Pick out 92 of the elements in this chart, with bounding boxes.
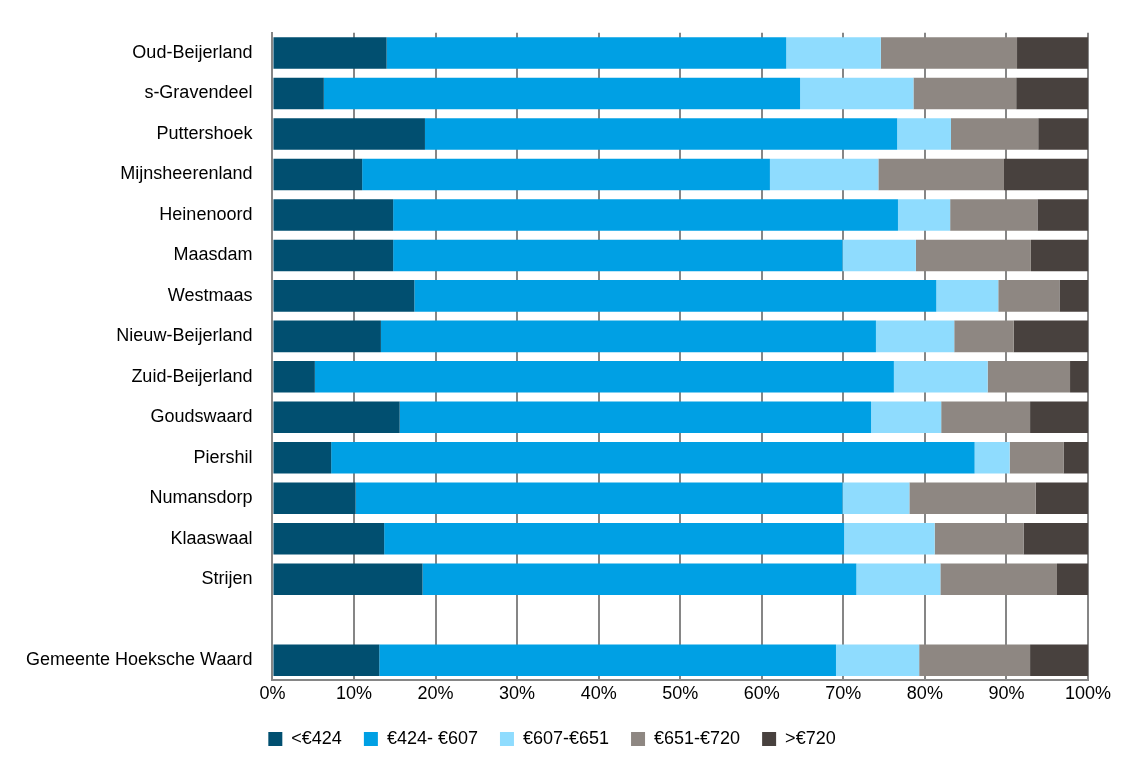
bar <box>273 563 423 595</box>
bar <box>273 239 394 272</box>
y-tick-label: Westmaas <box>167 284 253 305</box>
bar <box>386 37 787 69</box>
bar <box>273 118 425 150</box>
bar <box>273 361 315 393</box>
bar <box>424 118 898 150</box>
y-tick-label: Heinenoord <box>159 203 253 224</box>
legend-label: €424- €607 <box>386 727 478 748</box>
bar <box>1016 77 1088 110</box>
x-tick-label: 0% <box>259 683 286 704</box>
bar <box>323 77 801 110</box>
bar <box>1013 320 1088 353</box>
bar <box>393 239 843 272</box>
bar <box>1038 118 1088 150</box>
legend-label: >€720 <box>785 727 836 748</box>
bar <box>1035 482 1088 515</box>
y-tick-label: Numansdorp <box>149 487 253 508</box>
x-tick-label: 10% <box>335 683 373 704</box>
legend-label: <€424 <box>291 727 342 748</box>
bar <box>871 401 942 434</box>
y-tick-label: Maasdam <box>173 244 253 265</box>
legend-label: €607-€651 <box>522 727 610 748</box>
y-tick-label: Nieuw-Beijerland <box>116 325 253 346</box>
bar <box>1017 37 1088 69</box>
bar <box>842 482 910 515</box>
x-tick-label: 80% <box>906 683 943 704</box>
bar <box>273 280 415 312</box>
bar <box>393 199 898 231</box>
y-tick-label: Oud-Beijerland <box>132 42 253 63</box>
bar <box>273 158 363 191</box>
y-tick-label: Goudswaard <box>150 406 253 427</box>
bar <box>974 442 1010 474</box>
legend-label: €651-€720 <box>654 727 741 748</box>
x-tick-label: 90% <box>988 683 1025 704</box>
bar <box>844 522 935 555</box>
bar <box>380 320 876 353</box>
bar <box>273 522 385 555</box>
bar <box>273 482 356 515</box>
bar <box>936 280 999 312</box>
x-tick-label: 30% <box>499 683 536 704</box>
bar <box>314 361 894 393</box>
bar <box>273 401 400 434</box>
bar <box>331 442 975 474</box>
bar <box>1070 361 1088 393</box>
bar <box>897 118 951 150</box>
bar <box>1023 522 1088 555</box>
y-tick-label: Mijnsheerenland <box>120 163 253 184</box>
bar <box>842 239 916 272</box>
y-tick-label: Klaaswaal <box>170 527 253 548</box>
x-tick-label: 100% <box>1064 683 1111 704</box>
bar <box>273 37 387 69</box>
y-tick-label: Zuid-Beijerland <box>131 365 253 386</box>
bar <box>1003 158 1088 191</box>
x-tick-label: 40% <box>580 683 617 704</box>
bar <box>362 158 770 191</box>
bar <box>355 482 843 515</box>
bar <box>1063 442 1088 474</box>
bar <box>379 644 836 676</box>
bar <box>273 77 324 110</box>
bar <box>800 77 914 110</box>
y-tick-label: s-Gravendeel <box>144 82 253 103</box>
bar <box>1009 442 1064 474</box>
x-tick-label: 20% <box>417 683 454 704</box>
y-tick-label: Piershil <box>193 446 253 467</box>
y-tick-label: Strijen <box>201 568 253 589</box>
bar <box>769 158 879 191</box>
bar <box>835 644 920 676</box>
bar <box>399 401 872 434</box>
y-tick-label: Puttershoek <box>156 122 254 143</box>
x-tick-label: 70% <box>825 683 862 704</box>
bar <box>273 320 381 353</box>
bar <box>1037 199 1088 231</box>
bar <box>1030 644 1088 676</box>
bar <box>875 320 955 353</box>
bar <box>273 199 394 231</box>
bar <box>893 361 988 393</box>
bar <box>1059 280 1088 312</box>
bar <box>897 199 951 231</box>
bar <box>414 280 937 312</box>
bar <box>1030 239 1088 272</box>
bar <box>1056 563 1088 595</box>
bar <box>786 37 881 69</box>
x-tick-label: 50% <box>662 683 699 704</box>
bar <box>273 442 332 474</box>
bar <box>422 563 857 595</box>
bar <box>384 522 845 555</box>
y-tick-label: Gemeente Hoeksche Waard <box>25 649 253 670</box>
bar <box>1030 401 1088 434</box>
x-tick-label: 60% <box>743 683 780 704</box>
bar <box>273 644 380 676</box>
bar <box>856 563 941 595</box>
